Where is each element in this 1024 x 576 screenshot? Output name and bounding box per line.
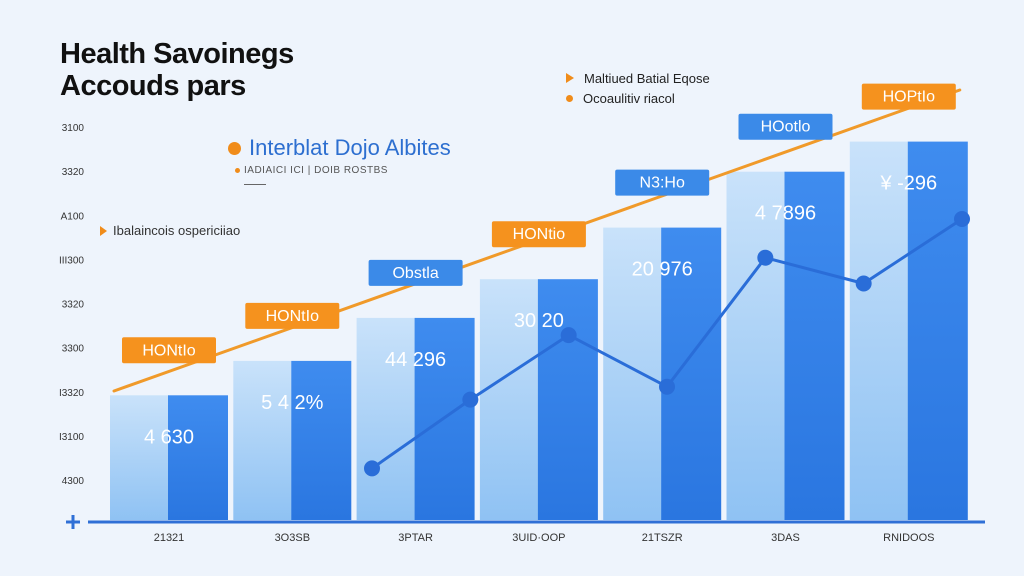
callout-box xyxy=(861,83,956,110)
callout-label: HONtio xyxy=(491,221,586,248)
x-tick-label: 3DAS xyxy=(771,532,800,544)
bar: 30 20 xyxy=(479,279,598,520)
bar: ¥ -296 xyxy=(849,141,968,520)
bar: 4 630 xyxy=(110,395,228,520)
mid-legend: Ibalaincois ospericiiao xyxy=(100,223,240,238)
chart-title-line-2: Accouds pars xyxy=(60,70,246,102)
dash-divider xyxy=(244,184,266,185)
y-tick-label: I3320 xyxy=(59,388,84,399)
y-axis-ticks: 3100 3320 A100 III300 3320 3300 I3320 I3100 4300 xyxy=(59,123,84,487)
orange-triangle-icon xyxy=(100,225,107,236)
top-legend-item-2: Ocoaulitiv riacol xyxy=(566,88,710,108)
chart-subtitle-text: Interblat Dojo Albites xyxy=(249,135,451,160)
top-legend-label-1: Maltiued Batial Eqose xyxy=(584,70,710,86)
bar-value-label: 5 4 2% xyxy=(261,392,323,414)
callout-box xyxy=(615,169,710,196)
line-series-point xyxy=(364,460,380,477)
bar: 4 7896 xyxy=(726,171,845,520)
line-series-group xyxy=(364,211,970,477)
chart-subnote-text: IADIAICI ICI | DOIB ROSTBS xyxy=(244,165,388,176)
bar-dark-half xyxy=(291,360,352,520)
y-tick-label: 3320 xyxy=(62,300,85,311)
callout-box xyxy=(245,302,340,329)
x-tick-label: 3O3SB xyxy=(275,532,310,544)
y-tick-label: 4300 xyxy=(62,476,85,487)
bar-value-label: 4 630 xyxy=(144,426,194,448)
chart-subnote: IADIAICI ICI | DOIB ROSTBS xyxy=(235,165,388,185)
orange-dot-icon xyxy=(228,141,241,155)
chart-title-line-1: Health Savoinegs xyxy=(60,38,294,70)
callout-box xyxy=(368,259,463,286)
y-tick-label: A100 xyxy=(61,211,85,222)
x-tick-label: 21321 xyxy=(154,532,185,544)
line-series-point xyxy=(462,391,479,408)
bar-light-half xyxy=(726,171,786,520)
callout-text: HOPtIo xyxy=(883,89,936,106)
x-tick-label: 3PTAR xyxy=(398,532,433,544)
bar: 5 4 2% xyxy=(233,360,352,520)
orange-triangle-icon xyxy=(566,73,574,83)
callout-label: HONtIo xyxy=(122,337,216,364)
line-series-point xyxy=(954,211,970,227)
y-tick-label: I3100 xyxy=(59,432,84,443)
callout-box xyxy=(491,221,586,248)
line-series-point xyxy=(659,378,675,395)
bar: 20 976 xyxy=(603,227,722,520)
bar-light-half xyxy=(603,227,663,520)
bar: 44 296 xyxy=(356,317,475,520)
callout-label: N3:Ho xyxy=(615,169,710,196)
callout-label: HONtIo xyxy=(245,302,340,329)
line-series-point xyxy=(757,249,774,266)
y-tick-label: 3320 xyxy=(62,167,85,178)
bar-dark-half xyxy=(537,279,598,520)
x-tick-label: RNIDOOS xyxy=(883,532,934,544)
y-tick-label: 3100 xyxy=(62,123,85,134)
bars-group: 4 630 5 4 2% 44 296 30 20 20 976 4 7896 ¥ -296 xyxy=(110,141,968,520)
callout-text: HONtIo xyxy=(142,342,195,359)
bar-value-label: 4 7896 xyxy=(755,203,816,225)
bar-light-half xyxy=(233,360,293,520)
chart-title: Health Savoinegs Accouds pars xyxy=(60,38,294,102)
chart-subtitle: Interblat Dojo Albites xyxy=(228,135,451,161)
bar-light-half xyxy=(849,141,909,520)
callout-label: Obstla xyxy=(368,259,463,286)
callout-box xyxy=(738,113,833,140)
y-tick-label: 3300 xyxy=(62,344,85,355)
bar-light-half xyxy=(479,279,539,520)
bar-dark-half xyxy=(784,171,845,520)
y-tick-label: III300 xyxy=(59,255,84,266)
x-tick-label: 3UID·OOP xyxy=(512,532,565,544)
callout-text: N3:Ho xyxy=(640,175,685,192)
x-axis-group: 21321 3O3SB 3PTAR 3UID·OOP 21TSZR 3DAS RNIDOOS xyxy=(66,515,985,544)
orange-dot-icon xyxy=(566,94,573,102)
bar-value-label: 20 976 xyxy=(632,259,693,281)
bar-value-label: 30 20 xyxy=(514,310,564,332)
bar-dark-half xyxy=(168,395,228,520)
callout-text: Obstla xyxy=(392,265,438,282)
bar-light-half xyxy=(110,395,169,520)
bar-light-half xyxy=(356,317,416,520)
callout-label: HOPtIo xyxy=(861,83,956,110)
line-series-point xyxy=(855,275,872,292)
bar-value-label: 44 296 xyxy=(385,349,446,371)
x-tick-label: 21TSZR xyxy=(642,532,683,544)
callouts-group: HONtIo HONtIo Obstla HONtio N3:Ho HOotlo HOPtI… xyxy=(122,83,956,364)
top-legend: Maltiued Batial Eqose Ocoaulitiv riacol xyxy=(566,68,710,108)
callout-text: HOotlo xyxy=(761,119,811,136)
top-legend-item-1: Maltiued Batial Eqose xyxy=(566,68,710,88)
callout-text: HONtIo xyxy=(266,308,319,325)
callout-text: HONtio xyxy=(513,226,566,243)
small-orange-dot-icon xyxy=(235,168,240,173)
bar-value-label: ¥ -296 xyxy=(879,173,937,195)
bar-dark-half xyxy=(661,227,722,520)
top-legend-label-2: Ocoaulitiv riacol xyxy=(583,90,675,106)
line-series-point xyxy=(560,327,577,344)
callout-box xyxy=(122,337,216,364)
mid-legend-label: Ibalaincois ospericiiao xyxy=(113,223,241,238)
bar-dark-half xyxy=(907,141,968,520)
callout-label: HOotlo xyxy=(738,113,833,140)
